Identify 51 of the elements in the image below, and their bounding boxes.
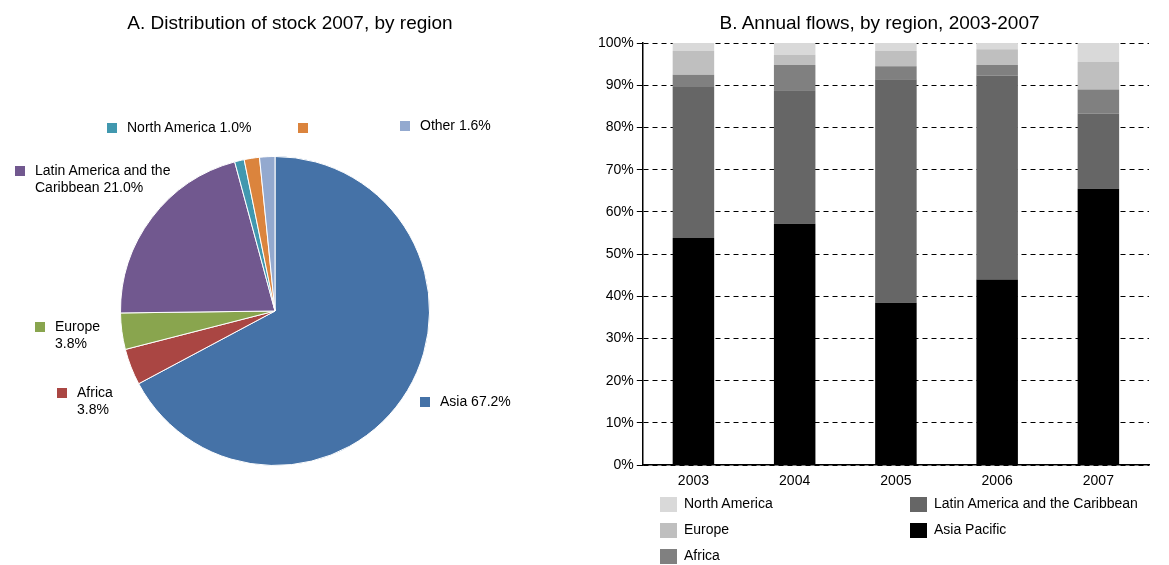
- bar: [875, 43, 917, 52]
- legend-label: Europe: [55, 318, 101, 334]
- x-tick-label: 2003: [677, 472, 710, 489]
- bar: [875, 66, 917, 80]
- legend-label: Africa: [77, 384, 113, 400]
- y-tick-label: 0%: [613, 456, 634, 473]
- y-tick-label: 60%: [605, 202, 634, 219]
- bar: [875, 79, 917, 303]
- bar: [672, 86, 715, 239]
- x-tick-label: 2005: [880, 472, 912, 489]
- bar: [976, 43, 1018, 50]
- bar: [976, 64, 1018, 76]
- y-tick-label: 80%: [605, 118, 634, 135]
- x-tick-label: 2007: [1082, 472, 1115, 489]
- y-tick-label: 40%: [605, 287, 634, 304]
- bar: [976, 49, 1018, 65]
- y-tick-label: 100%: [597, 33, 634, 50]
- y-tick-label: 90%: [605, 76, 634, 93]
- x-tick-label: 2006: [981, 472, 1013, 489]
- bar: [773, 64, 816, 91]
- bar: [1077, 89, 1120, 114]
- legend-label: Europe: [684, 521, 730, 537]
- y-tick-label: 20%: [605, 371, 634, 388]
- legend-label: North America: [684, 495, 773, 511]
- x-tick-label: 2004: [779, 472, 811, 489]
- bar: [773, 43, 816, 55]
- y-tick-label: 30%: [605, 329, 634, 346]
- legend-label: Asia 67.2%: [440, 393, 512, 410]
- chart-title: B. Annual flows, by region, 2003-2007: [718, 12, 1041, 34]
- bar: [773, 54, 816, 65]
- legend-label: Other 1.6%: [420, 117, 491, 133]
- bar: [1077, 113, 1120, 189]
- bar: [672, 74, 715, 87]
- chart-title: A. Distribution of stock 2007, by region: [126, 12, 454, 34]
- legend-label: North America 1.0%: [127, 119, 253, 136]
- data-label: 3.8%: [55, 335, 87, 351]
- bar: [672, 51, 715, 75]
- y-tick-label: 50%: [605, 244, 634, 261]
- bar: [1077, 43, 1120, 62]
- legend-label: Latin America and the Caribbean 21.0%: [35, 162, 172, 196]
- legend-label: Africa: [684, 547, 720, 563]
- bar: [672, 43, 715, 52]
- bar: [1077, 62, 1120, 90]
- bar: [875, 51, 917, 67]
- legend-label: Latin America and the Caribbean: [934, 495, 1138, 511]
- y-tick-label: 70%: [605, 160, 634, 177]
- legend-label: Asia Pacific: [934, 521, 1007, 537]
- bar: [773, 90, 816, 224]
- bar: [976, 75, 1018, 280]
- data-label: 3.8%: [77, 401, 109, 417]
- y-tick-label: 10%: [605, 413, 634, 430]
